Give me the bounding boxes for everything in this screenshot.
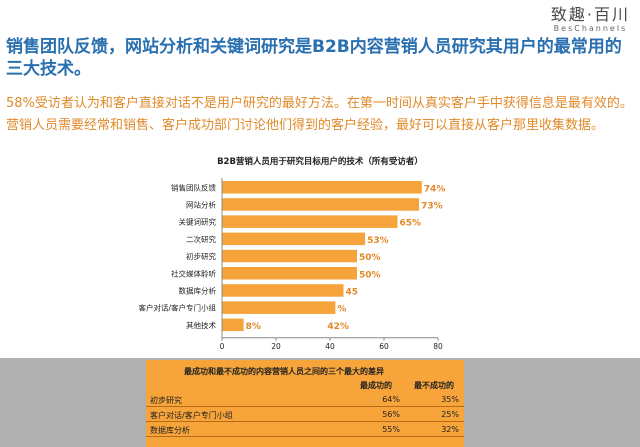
brand-logo-subtext: BesChannels bbox=[553, 24, 628, 33]
row-label: 客户对话/客户专门小组 bbox=[150, 411, 233, 420]
bar bbox=[222, 284, 344, 297]
bar bbox=[222, 301, 336, 314]
bar-value-label: 8% bbox=[246, 322, 261, 332]
category-label: 其他技术 bbox=[186, 320, 216, 330]
x-tick-label: 0 bbox=[220, 342, 225, 351]
table-row: 客户对话/客户专门小组 56% 25% bbox=[146, 409, 464, 422]
row-label: 数据库分析 bbox=[150, 426, 190, 435]
row-most-value: 56% bbox=[382, 410, 400, 419]
chart-title: B2B营销人员用于研究目标用户的技术（所有受访者） bbox=[217, 156, 423, 167]
difference-table-title: 最成功和最不成功的内容营销人员之间的三个最大的差异 bbox=[184, 367, 384, 376]
category-label: 社交媒体聆听 bbox=[171, 268, 216, 278]
bar bbox=[222, 181, 422, 194]
bar-value-label: 50% bbox=[359, 253, 381, 263]
bar-value-label: 73% bbox=[421, 201, 443, 211]
bar-value-label: 65% bbox=[400, 219, 422, 229]
category-label: 数据库分析 bbox=[179, 285, 217, 295]
category-label: 客户对话/客户专门小组 bbox=[138, 303, 216, 313]
category-label: 二次研究 bbox=[186, 234, 216, 244]
slide-headline: 销售团队反馈，网站分析和关键词研究是B2B内容营销人员研究其用户的最常用的三大技… bbox=[6, 37, 622, 79]
bar bbox=[222, 318, 244, 332]
x-tick-label: 20 bbox=[271, 342, 281, 351]
x-tick-label: 60 bbox=[379, 342, 389, 351]
header-least-successful: 最不成功的 bbox=[414, 381, 454, 390]
category-label: 初步研究 bbox=[186, 251, 216, 261]
slide-body-text: 58%受访者认为和客户直接对话不是用户研究的最好方法。在第一时间从真实客户手中获… bbox=[6, 96, 633, 133]
bar bbox=[222, 232, 366, 246]
extra-value-label: 42% bbox=[327, 322, 349, 332]
bar bbox=[222, 198, 420, 211]
header-most-successful: 最成功的 bbox=[360, 381, 392, 390]
bar bbox=[222, 267, 357, 280]
row-most-value: 55% bbox=[382, 425, 400, 434]
row-most-value: 64% bbox=[382, 395, 400, 404]
row-least-value: 35% bbox=[441, 395, 459, 404]
difference-table: 最成功和最不成功的内容营销人员之间的三个最大的差异 最成功的 最不成功的 初步研… bbox=[146, 360, 464, 447]
table-row: 数据库分析 55% 32% bbox=[146, 424, 464, 437]
category-label: 关键词研究 bbox=[179, 217, 217, 227]
bar-value-label: 50% bbox=[359, 270, 381, 280]
category-label: 销售团队反馈 bbox=[171, 182, 216, 192]
row-least-value: 32% bbox=[441, 425, 459, 434]
bar-value-label: 45 bbox=[346, 287, 359, 297]
brand-logo: 致趣·百川 BesChannels bbox=[551, 6, 630, 34]
bar bbox=[222, 249, 357, 263]
bar-value-label: 53% bbox=[367, 236, 389, 246]
bar-value-label: 74% bbox=[424, 184, 446, 194]
category-label: 网站分析 bbox=[186, 199, 216, 209]
row-least-value: 25% bbox=[441, 410, 459, 419]
bar-value-label: % bbox=[337, 305, 346, 315]
x-tick-label: 80 bbox=[433, 342, 443, 351]
bar bbox=[222, 215, 398, 228]
table-row: 初步研究 64% 35% bbox=[146, 394, 464, 407]
x-tick-label: 40 bbox=[325, 342, 335, 351]
bar-chart: B2B营销人员用于研究目标用户的技术（所有受访者） 销售团队反馈 74% 网站分析 73… bbox=[138, 156, 446, 351]
row-label: 初步研究 bbox=[150, 396, 182, 405]
brand-logo-text: 致趣·百川 bbox=[550, 5, 630, 24]
